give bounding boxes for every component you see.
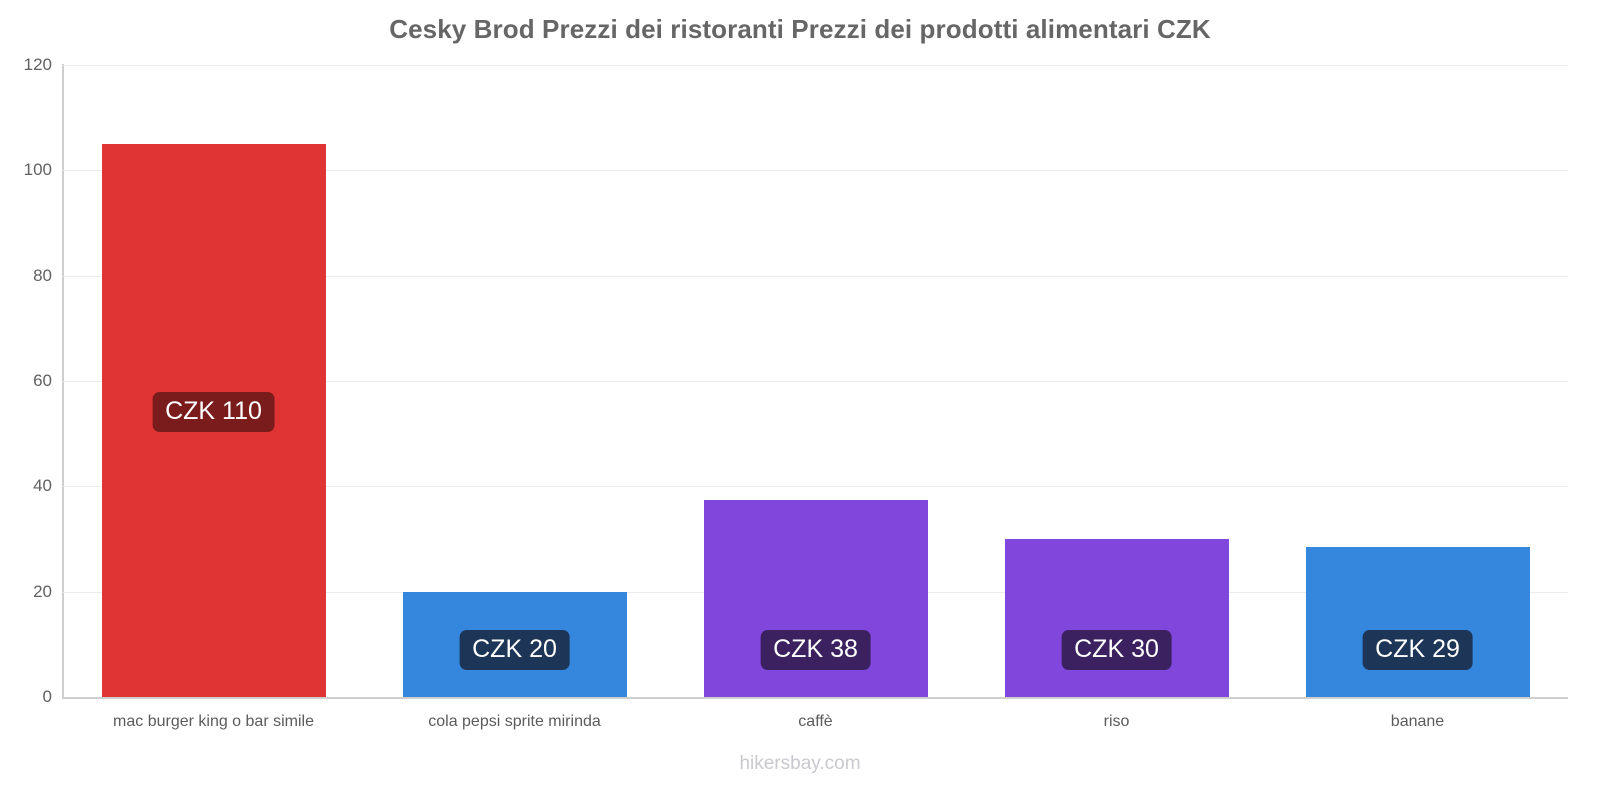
y-axis-tick-label: 20 [33,581,52,601]
gridline [63,381,1568,382]
x-axis-line [62,697,1568,699]
y-axis-tick-label: 40 [33,476,52,496]
y-axis-tick-label: 60 [33,371,52,390]
plot-area: CZK 110 CZK 20 CZK 38 CZK 30 CZK 29 [63,65,1568,697]
bar-value-label: CZK 30 [1061,630,1172,670]
bar[interactable]: CZK 29 [1305,546,1530,697]
y-axis-tick-label: 120 [23,55,52,74]
x-axis-tick-label: caffè [798,713,833,730]
chart-title: Cesky Brod Prezzi dei ristoranti Prezzi … [389,14,1211,44]
x-axis-tick-label: cola pepsi sprite mirinda [428,713,601,730]
gridline [63,170,1568,172]
y-axis-tick-label: 80 [33,265,52,285]
x-axis-tick-label: banane [1390,713,1445,730]
bar-value-label: CZK 20 [459,630,570,670]
bar-value-label: CZK 29 [1362,630,1473,670]
watermark-hikersbay: hikersbay.com [739,753,861,774]
bar[interactable]: CZK 110 [101,144,326,697]
y-axis-tick-label: 100 [23,160,52,180]
x-axis-tick-label: mac burger king o bar simile [113,713,314,730]
x-axis-tick-label: riso [1103,713,1130,730]
bar-value-label: CZK 110 [152,392,275,432]
bar[interactable]: CZK 38 [703,499,928,697]
bar-value-label: CZK 38 [760,630,871,670]
y-axis-tick-label: 0 [42,687,52,706]
y-axis-line [62,64,64,698]
bar[interactable]: CZK 30 [1004,539,1229,697]
gridline [63,65,1568,66]
bar[interactable]: CZK 20 [402,591,627,697]
gridline [63,486,1568,488]
gridline [63,275,1568,277]
